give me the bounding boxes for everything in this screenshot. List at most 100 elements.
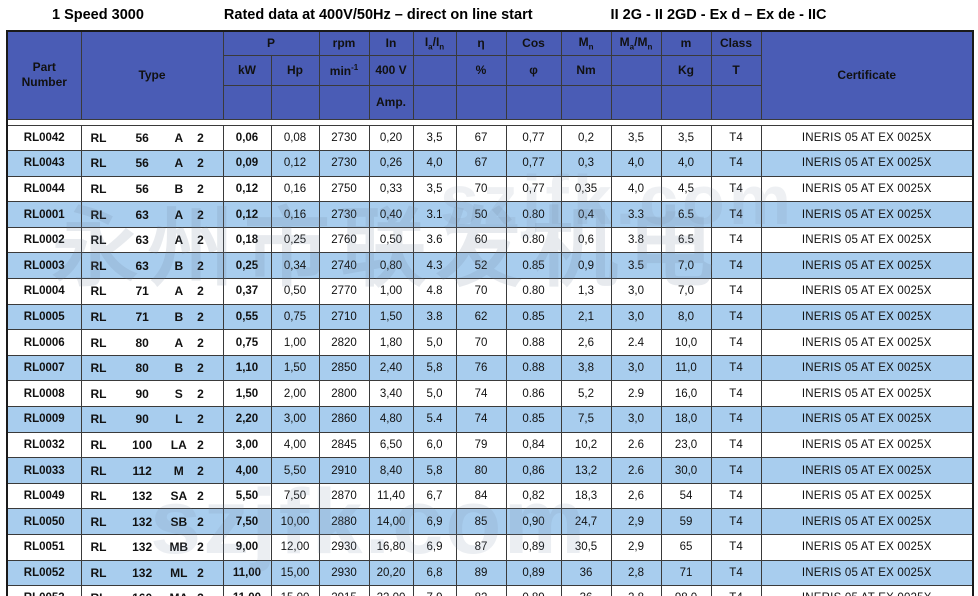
table-row[interactable]: RL0032 RL 100 LA 2 3,00 4,00 2845 6,50 6,0 79 0,84 1… — [6, 431, 974, 459]
header-ia-in: Ia/In — [412, 30, 457, 56]
cell-part-number: RL0051 — [6, 534, 82, 561]
cell-class: T4 — [710, 585, 762, 596]
cell-ia-in: 6,7 — [412, 482, 457, 510]
table-row[interactable]: RL0042 RL 56 A 2 0,06 0,08 2730 0,20 3,5 67 0,77 0,2… — [6, 124, 974, 152]
cell-ma-mn: 3.8 — [610, 226, 662, 254]
table-row[interactable]: RL0003 RL 63 B 2 0,25 0,34 2740 0,80 4.3 52 0.85 0,9… — [6, 252, 974, 280]
cell-mn: 1,3 — [560, 278, 612, 305]
table-row[interactable]: RL0050 RL 132 SB 2 7,50 10,00 2880 14,00 6,9 85 0,9… — [6, 508, 974, 535]
cell-ma-mn: 2,6 — [610, 482, 662, 510]
type-poles: 2 — [197, 386, 204, 401]
cell-cos-phi: 0.88 — [505, 329, 562, 356]
table-row[interactable]: RL0002 RL 63 A 2 0,18 0,25 2760 0,50 3.6 60 0.80 0,6… — [6, 226, 974, 254]
cell-in: 16,80 — [368, 534, 414, 561]
cell-cos-phi: 0,84 — [505, 431, 562, 459]
cell-certificate: INERIS 05 AT EX 0025X — [760, 406, 974, 433]
table-row[interactable]: RL0005 RL 71 B 2 0,55 0,75 2710 1,50 3.8 62 0.85 2,1… — [6, 303, 974, 331]
table-row[interactable]: RL0043 RL 56 A 2 0,09 0,12 2730 0,26 4,0 67 0,77 0,3… — [6, 150, 974, 177]
table-row[interactable]: RL0044 RL 56 B 2 0,12 0,16 2750 0,33 3,5 70 0,77 0,3… — [6, 175, 974, 203]
cell-type: RL 80 A 2 — [80, 329, 224, 356]
cell-hp: 15,00 — [270, 585, 320, 596]
header-mn: Mn — [560, 30, 612, 56]
cell-hp: 7,50 — [270, 482, 320, 510]
cell-in: 20,20 — [368, 559, 414, 587]
table-row[interactable]: RL0008 RL 90 S 2 1,50 2,00 2800 3,40 5,0 74 0.86 5,2… — [6, 380, 974, 408]
cell-ma-mn: 2.4 — [610, 329, 662, 356]
cell-type: RL 112 M 2 — [80, 457, 224, 484]
cell-ia-in: 5,8 — [412, 354, 457, 382]
header-hp: Hp — [270, 54, 320, 86]
cell-type: RL 132 SA 2 — [80, 482, 224, 510]
cell-in: 22,00 — [368, 585, 414, 596]
type-variant: SB — [170, 514, 188, 529]
cell-ia-in: 5,0 — [412, 329, 457, 356]
header-kw: kW — [222, 54, 272, 86]
type-variant: MA — [160, 591, 197, 596]
cell-cos-phi: 0.80 — [505, 201, 562, 228]
cell-kw: 0,75 — [222, 329, 272, 356]
cell-part-number: RL0008 — [6, 380, 82, 408]
table-row[interactable]: RL0033 RL 112 M 2 4,00 5,50 2910 8,40 5,8 80 0,86 13… — [6, 457, 974, 484]
cell-kw: 0,55 — [222, 303, 272, 331]
cell-in: 0,80 — [368, 252, 414, 280]
cell-in: 0,40 — [368, 201, 414, 228]
cell-class: T4 — [710, 150, 762, 177]
cell-mass: 23,0 — [660, 431, 712, 459]
header-ma-mn: Ma/Mn — [610, 30, 662, 56]
table-row[interactable]: RL0004 RL 71 A 2 0,37 0,50 2770 1,00 4.8 70 0.80 1,3… — [6, 278, 974, 305]
cell-in: 1,80 — [368, 329, 414, 356]
cell-type: RL160MA2 — [80, 585, 224, 596]
header-efficiency-unit: % — [455, 54, 507, 86]
cell-efficiency: 87 — [455, 534, 507, 561]
cell-hp: 1,00 — [270, 329, 320, 356]
type-frame-size: 160 — [124, 591, 161, 596]
title-speed: 1 Speed 3000 — [52, 7, 144, 23]
cell-mass: 7,0 — [660, 278, 712, 305]
table-row[interactable]: RL0006 RL 80 A 2 0,75 1,00 2820 1,80 5,0 70 0.88 2,6… — [6, 329, 974, 356]
cell-kw: 0,09 — [222, 150, 272, 177]
cell-type: RL 132 SB 2 — [80, 508, 224, 535]
cell-part-number: RL0044 — [6, 175, 82, 203]
header-type: Type — [80, 30, 224, 120]
cell-hp: 0,12 — [270, 150, 320, 177]
header-part-number: Part Number — [6, 30, 82, 120]
cell-type: RL 63 A 2 — [80, 226, 224, 254]
header-class-unit: T — [710, 54, 762, 86]
table-row[interactable]: RL0009 RL 90 L 2 2,20 3,00 2860 4,80 5.4 74 0.85 7,5… — [6, 406, 974, 433]
type-prefix: RL — [90, 565, 107, 580]
header-part-number-line1: Part — [32, 60, 56, 75]
header-in-amp: Amp. — [368, 84, 414, 120]
cell-type: RL 100 LA 2 — [80, 431, 224, 459]
cell-certificate: INERIS 05 AT EX 0025X — [760, 329, 974, 356]
cell-class: T4 — [710, 534, 762, 561]
cell-rpm: 2770 — [318, 278, 370, 305]
cell-cos-phi: 0.80 — [505, 278, 562, 305]
table-row[interactable]: RL0007 RL 80 B 2 1,10 1,50 2850 2,40 5,8 76 0.88 3,8… — [6, 354, 974, 382]
cell-kw: 0,12 — [222, 175, 272, 203]
table-row[interactable]: RL0053RL160MA211,0015,00291522,007,9820,… — [6, 585, 974, 596]
cell-mass: 6.5 — [660, 201, 712, 228]
cell-kw: 0,37 — [222, 278, 272, 305]
type-variant: B — [174, 181, 184, 196]
type-prefix: RL — [90, 181, 107, 196]
type-frame-size: 71 — [135, 309, 149, 324]
cell-mn: 5,2 — [560, 380, 612, 408]
cell-kw: 4,00 — [222, 457, 272, 484]
type-poles: 2 — [197, 361, 204, 376]
type-frame-size: 100 — [132, 437, 153, 452]
cell-mn: 24,7 — [560, 508, 612, 535]
type-prefix: RL — [90, 514, 107, 529]
cell-in: 1,50 — [368, 303, 414, 331]
table-row[interactable]: RL0052 RL 132 ML 2 11,00 15,00 2930 20,20 6,8 89 0,… — [6, 559, 974, 587]
table-header: Part Number Type P rpm In Ia/In η Cos Mn… — [6, 30, 974, 120]
cell-certificate: INERIS 05 AT EX 0025X — [760, 201, 974, 228]
table-row[interactable]: RL0049 RL 132 SA 2 5,50 7,50 2870 11,40 6,7 84 0,82… — [6, 482, 974, 510]
cell-rpm: 2930 — [318, 559, 370, 587]
title-atex-marking: II 2G - II 2GD - Ex d – Ex de - IIC — [610, 7, 827, 23]
cell-part-number: RL0002 — [6, 226, 82, 254]
table-row[interactable]: RL0001 RL 63 A 2 0,12 0,16 2730 0,40 3.1 50 0.80 0,4… — [6, 201, 974, 228]
cell-mn: 7,5 — [560, 406, 612, 433]
cell-class: T4 — [710, 303, 762, 331]
cell-rpm: 2910 — [318, 457, 370, 484]
table-row[interactable]: RL0051 RL 132 MB 2 9,00 12,00 2930 16,80 6,9 87 0,8… — [6, 534, 974, 561]
